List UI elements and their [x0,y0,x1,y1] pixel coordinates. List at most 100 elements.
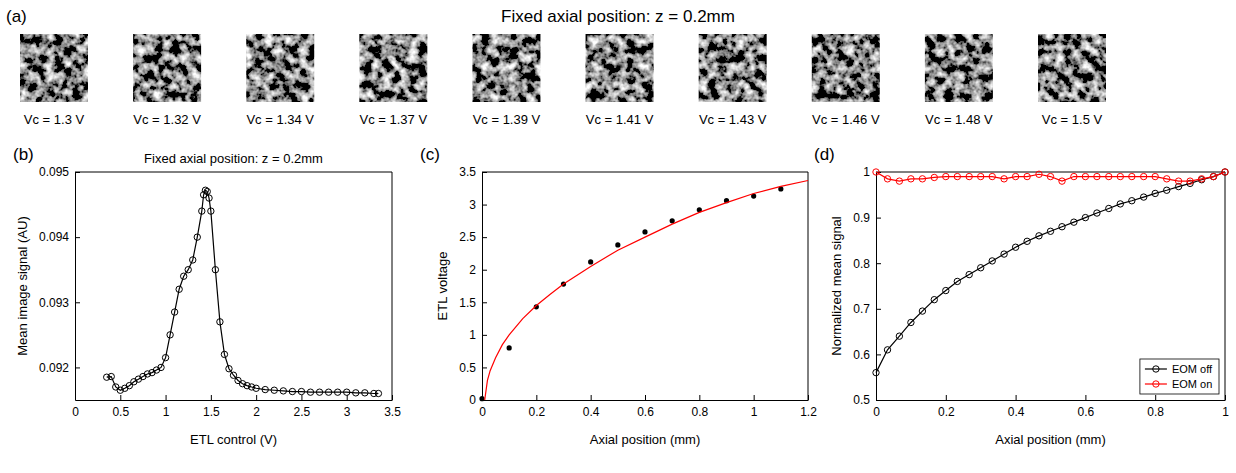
data-point [185,267,191,273]
tick: 2.5 [294,395,311,419]
tick-mark [75,367,80,368]
tick-label: 1.2 [800,405,817,419]
data-point [190,257,196,263]
image-panel: (a)Fixed axial position: z = 0.2mmVc = 1… [6,7,1106,127]
micrograph [586,34,654,102]
tick-label: 0.8 [1147,405,1164,419]
tick-label: 0.094 [39,230,69,244]
image-label: Vc = 1.34 V [246,112,314,127]
data-point [989,258,995,264]
tick-mark [536,395,537,400]
data-point [248,384,254,390]
axis-line [876,173,877,401]
data-point [262,386,268,392]
tick: 2.5 [459,230,487,244]
micrograph [699,34,767,102]
panel-label: (d) [814,145,835,164]
tick-label: 3 [344,405,351,419]
data-point [1222,169,1228,175]
data-point [931,174,937,180]
tick-label: 1 [163,405,170,419]
axis: 00.20.40.60.81 [873,395,1229,419]
axis-line [877,400,1226,401]
data-point [1175,178,1181,184]
data-point [966,173,972,179]
data-point [1082,214,1088,220]
plot-panel: 00.511.522.533.50.0920.0930.0940.095ETL … [13,145,401,447]
image-label: Vc = 1.39 V [473,112,541,127]
data-point [362,390,368,396]
plot-title: Fixed axial position: z = 0.2mm [144,151,323,166]
tick-mark [482,172,487,173]
data-point [615,242,620,247]
data-point [1129,173,1135,179]
tick: 3.5 [384,395,401,419]
data-point [226,366,232,372]
data-point [1082,173,1088,179]
legend-box [1140,359,1219,394]
plot-panel: 00.20.40.60.811.200.511.522.533.5Axial p… [420,145,817,447]
data-point [1198,176,1204,182]
series-line [876,172,1225,373]
data-point [271,387,277,393]
tick: 1 [1222,395,1229,419]
tick-mark [75,302,80,303]
tick-label: 0.4 [1008,405,1025,419]
tick-mark [256,395,257,400]
data-point [954,173,960,179]
tick: 0.4 [1008,395,1025,419]
tick-mark [120,395,121,400]
data-layer [104,187,382,397]
data-point [1059,178,1065,184]
data-point [176,286,182,292]
tick-mark [876,263,881,264]
data-point [244,382,250,388]
data-point [1117,173,1123,179]
image-label: Vc = 1.41 V [586,112,654,127]
data-point [1152,190,1158,196]
data-point [1094,210,1100,216]
data-point [931,296,937,302]
tick-mark [166,395,167,400]
data-point [884,176,890,182]
data-point [180,273,186,279]
axis-line [483,400,809,401]
data-point [204,188,210,194]
data-point [298,388,304,394]
tick: 0.7 [853,302,881,316]
tick: 0.2 [528,395,545,419]
data-point [1036,233,1042,239]
data-point [1187,178,1193,184]
image-label: Vc = 1.3 V [24,112,85,127]
micrograph [1038,34,1106,102]
data-point [158,364,164,370]
tick-mark [482,302,487,303]
data-layer [479,180,808,401]
tick: 0.5 [853,393,881,407]
axis: 00.20.40.60.811.2 [479,395,817,419]
tick-label: 0.6 [853,348,870,362]
tick-mark [645,395,646,400]
data-point [212,267,218,273]
tick-mark [808,395,809,400]
tick-label: 0.5 [853,393,870,407]
frame [75,172,392,173]
data-point [253,385,259,391]
legend-swatch [1145,383,1167,384]
micrograph [20,34,88,102]
series-line [107,190,379,393]
data-point [230,372,236,378]
tick: 0.6 [853,348,881,362]
series-line [876,172,1225,181]
tick-mark [301,395,302,400]
data-point [144,371,150,377]
data-point [1140,194,1146,200]
data-point [919,308,925,314]
image-label: Vc = 1.32 V [133,112,201,127]
data-point [325,389,331,395]
data-point [1094,173,1100,179]
data-point [943,287,949,293]
data-point [1059,224,1065,230]
micrograph [925,34,993,102]
data-point [280,388,286,394]
